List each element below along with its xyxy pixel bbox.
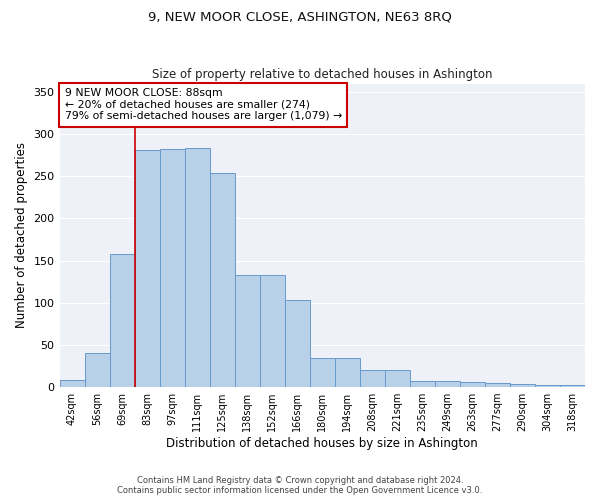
Bar (535, 384, 560, 387)
Bar (110, 254, 134, 387)
Bar (485, 383, 510, 387)
Bar (360, 370, 385, 387)
Bar (385, 370, 410, 387)
Bar (435, 381, 460, 387)
Bar (510, 384, 535, 387)
Bar (285, 300, 310, 387)
Bar (235, 275, 260, 387)
Bar (310, 358, 335, 387)
Bar (85, 352, 110, 387)
Y-axis label: Number of detached properties: Number of detached properties (15, 142, 28, 328)
Bar (160, 150, 185, 387)
Bar (335, 358, 360, 387)
Bar (560, 384, 585, 387)
X-axis label: Distribution of detached houses by size in Ashington: Distribution of detached houses by size … (166, 437, 478, 450)
Bar (410, 381, 435, 387)
Text: 9 NEW MOOR CLOSE: 88sqm
← 20% of detached houses are smaller (274)
79% of semi-d: 9 NEW MOOR CLOSE: 88sqm ← 20% of detache… (65, 88, 342, 122)
Bar (260, 275, 285, 387)
Bar (460, 382, 485, 387)
Bar (59, 380, 85, 387)
Text: 9, NEW MOOR CLOSE, ASHINGTON, NE63 8RQ: 9, NEW MOOR CLOSE, ASHINGTON, NE63 8RQ (148, 10, 452, 23)
Title: Size of property relative to detached houses in Ashington: Size of property relative to detached ho… (152, 68, 493, 81)
Bar (209, 173, 235, 387)
Bar (185, 148, 209, 387)
Bar (134, 150, 160, 387)
Text: Contains HM Land Registry data © Crown copyright and database right 2024.
Contai: Contains HM Land Registry data © Crown c… (118, 476, 482, 495)
